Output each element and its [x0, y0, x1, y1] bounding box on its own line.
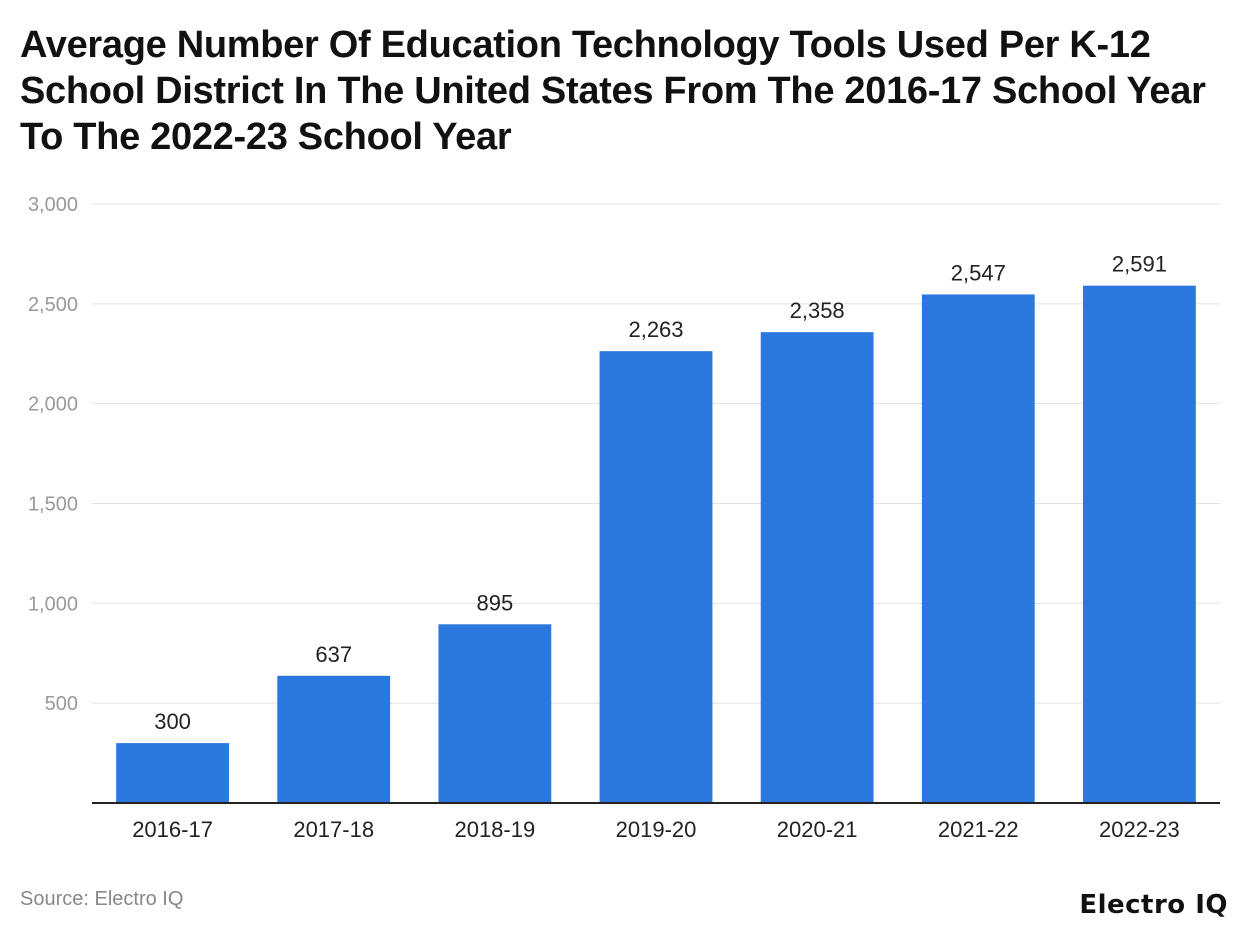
y-tick-label: 1,500 [28, 494, 78, 516]
y-tick-label: 2,000 [28, 394, 78, 416]
value-label: 2,591 [1112, 252, 1167, 277]
bar-2021-22 [921, 294, 1035, 803]
value-label: 2,358 [790, 298, 845, 323]
bar-2018-19 [438, 624, 552, 803]
value-labels: 300 637 895 2,263 2,358 2,547 2,591 [154, 252, 1167, 734]
brand-logo: Electro IQ [1079, 890, 1228, 920]
y-tick-label: 1,000 [28, 593, 78, 615]
bar-2020-21 [760, 332, 874, 803]
y-tick-label: 500 [45, 693, 78, 715]
value-label: 895 [476, 590, 513, 615]
value-label: 300 [154, 709, 191, 734]
value-label: 2,263 [628, 317, 683, 342]
chart-title: Average Number Of Education Technology T… [20, 24, 1206, 158]
bar-chart: 500 1,000 1,500 2,000 2,500 3,000 300 637 895 2,… [28, 194, 1220, 842]
x-tick-label: 2022-23 [1099, 817, 1180, 842]
x-axis-tick-labels: 2016-17 2017-18 2018-19 2019-20 2020-21 2021-… [132, 817, 1180, 842]
x-tick-label: 2017-18 [293, 817, 374, 842]
bar-2017-18 [277, 675, 391, 803]
bar-2016-17 [116, 743, 229, 803]
x-tick-label: 2019-20 [616, 817, 697, 842]
y-tick-label: 2,500 [28, 294, 78, 316]
bar-2019-20 [599, 351, 713, 803]
x-tick-label: 2016-17 [132, 817, 213, 842]
y-tick-label: 3,000 [28, 194, 78, 216]
bars [116, 285, 1196, 803]
x-tick-label: 2020-21 [777, 817, 858, 842]
x-tick-label: 2021-22 [938, 817, 1019, 842]
value-label: 637 [315, 642, 352, 667]
bar-2022-23 [1083, 285, 1196, 803]
value-label: 2,547 [951, 260, 1006, 285]
y-axis-tick-labels: 500 1,000 1,500 2,000 2,500 3,000 [28, 194, 78, 715]
x-tick-label: 2018-19 [454, 817, 535, 842]
source-note: Source: Electro IQ [20, 888, 184, 910]
